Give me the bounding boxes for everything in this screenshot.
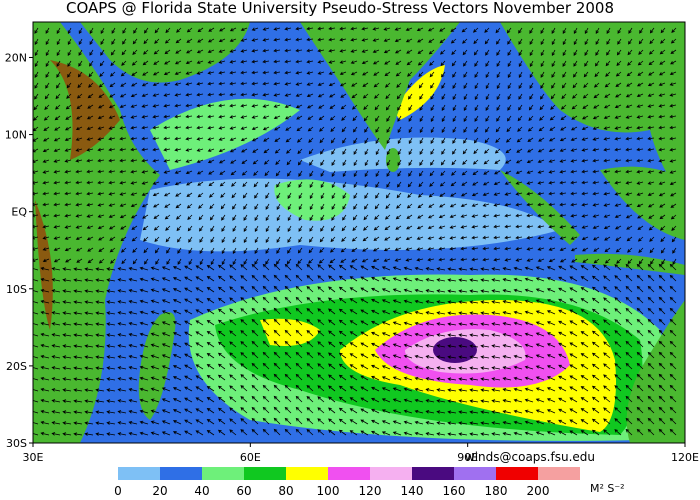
title: COAPS @ Florida State University Pseudo-… [66, 0, 614, 17]
colorbar-swatch [370, 467, 412, 480]
lon-tick-label: 120E [671, 451, 699, 464]
colorbar-label: 140 [401, 484, 424, 498]
land [500, 170, 580, 245]
colorbar-label: 200 [527, 484, 550, 498]
colorbar-label: 80 [278, 484, 293, 498]
land [33, 22, 160, 443]
colorbar-swatch [160, 467, 202, 480]
contour-region [433, 337, 477, 363]
colorbar-label: 20 [152, 484, 167, 498]
land [500, 22, 685, 200]
map-frame [32, 21, 686, 444]
lon-tick-label: 60E [240, 451, 261, 464]
colorbar-swatch [538, 467, 580, 480]
credit: winds@coaps.fsu.edu [465, 450, 595, 464]
map-area [33, 22, 685, 443]
colorbar-swatch [118, 467, 160, 480]
lat-tick-label: EQ [11, 206, 27, 219]
lon-tick-label: 90E [457, 451, 478, 464]
colorbar-label: 100 [317, 484, 340, 498]
contour-region [260, 318, 320, 346]
lon-tick-label: 30E [23, 451, 44, 464]
colorbar-swatch [202, 467, 244, 480]
lat-tick-label: 30S [6, 437, 27, 450]
colorbar-label: 60 [236, 484, 251, 498]
land [575, 253, 685, 275]
colorbar-swatch [286, 467, 328, 480]
contour-region [274, 179, 350, 221]
lat-tick-label: 10N [5, 129, 27, 142]
contour-region [393, 65, 445, 120]
land [80, 22, 250, 83]
colorbar-unit: M² S⁻² [590, 482, 625, 495]
colorbar-label: 0 [114, 484, 122, 498]
lat-tick-label: 20S [6, 360, 27, 373]
colorbar-label: 160 [443, 484, 466, 498]
lat-tick-label: 20N [5, 51, 27, 64]
land [300, 22, 460, 150]
land [600, 166, 685, 240]
colorbar-label: 120 [359, 484, 382, 498]
colorbar-label: 180 [485, 484, 508, 498]
wind-vectors [33, 26, 677, 436]
colorbar-swatch [412, 467, 454, 480]
land [138, 312, 176, 420]
land [386, 148, 400, 172]
colorbar-swatch [244, 467, 286, 480]
colorbar-label: 40 [194, 484, 209, 498]
colorbar-swatch [496, 467, 538, 480]
colorbar-swatch [328, 467, 370, 480]
highlands [35, 60, 120, 330]
colorbar-swatch [454, 467, 496, 480]
lat-tick-label: 10S [6, 283, 27, 296]
